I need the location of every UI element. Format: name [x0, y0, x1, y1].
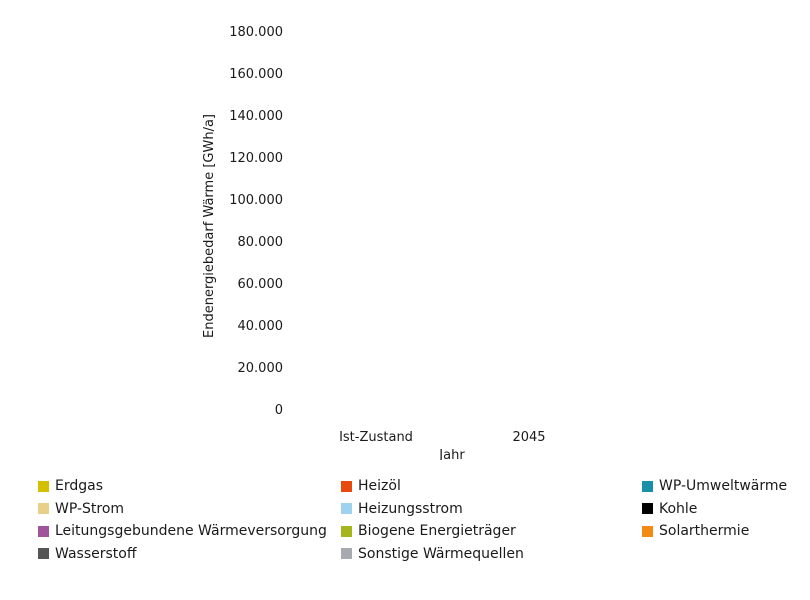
legend-item: Solarthermie [642, 522, 749, 540]
legend-swatch [38, 548, 49, 559]
legend-label: Biogene Energieträger [358, 523, 516, 539]
y-tick-label: 180.000 [229, 25, 283, 40]
legend-label: WP-Umweltwärme [659, 478, 788, 494]
y-tick-label: 120.000 [229, 151, 283, 166]
legend-swatch [38, 480, 49, 492]
x-tick-labels: Ist-Zustand 2045 [339, 430, 545, 445]
legend-item: Heizöl [341, 477, 401, 495]
legend-item: Heizungsstrom [341, 500, 463, 518]
legend-label: Solarthermie [659, 523, 750, 539]
legend-label: Erdgas [55, 478, 104, 494]
legend-label: Wasserstoff [55, 545, 137, 562]
x-tick-label: Ist-Zustand [339, 430, 413, 445]
y-axis-title: Endenergiebedarf Wärme [GWh/a] [202, 114, 217, 338]
y-tick-label: 140.000 [229, 109, 283, 124]
legend-swatch [341, 480, 352, 492]
y-axis-title-group: Endenergiebedarf Wärme [GWh/a] [202, 114, 217, 338]
legend-swatch [38, 525, 49, 537]
legend-item: Sonstige Wärmequellen [341, 545, 524, 563]
legend-item: Wasserstoff [38, 545, 136, 563]
y-tick-label: 20.000 [238, 361, 284, 376]
legend-label: WP-Strom [55, 500, 125, 517]
y-tick-label: 60.000 [238, 277, 284, 292]
legend-swatch [341, 525, 352, 537]
y-tick-label: 100.000 [229, 193, 283, 208]
legend-swatch [642, 525, 653, 537]
legend-swatch [341, 548, 352, 559]
legend-item: Leitungsgebundene Wärmeversorgung [38, 522, 327, 540]
x-tick-label: 2045 [512, 430, 545, 445]
legend-item: WP-Strom [38, 500, 124, 518]
chart: Endenergiebedarf Wärme [GWh/a] 0 20.000 40… [202, 25, 546, 460]
y-tick-label: 0 [275, 403, 283, 418]
legend-item: Biogene Energieträger [341, 522, 516, 540]
x-axis-title: Jahr [438, 448, 465, 460]
legend-item: Erdgas [38, 477, 103, 495]
legend-swatch [642, 503, 653, 514]
legend-label: Sonstige Wärmequellen [358, 545, 524, 562]
legend-item: Kohle [642, 500, 697, 518]
y-tick-label: 80.000 [238, 235, 284, 250]
legend-label: Heizungsstrom [358, 500, 463, 517]
legend-label: Kohle [659, 500, 698, 517]
legend-swatch [642, 480, 653, 492]
legend-label: Heizöl [358, 478, 401, 494]
legend-swatch [341, 503, 352, 514]
legend-item: WP-Umweltwärme [642, 477, 787, 495]
legend-label: Leitungsgebundene Wärmeversorgung [55, 523, 327, 539]
y-tick-label: 160.000 [229, 67, 283, 82]
legend-swatch [38, 503, 49, 514]
y-tick-label: 40.000 [238, 319, 284, 334]
y-tick-labels: 0 20.000 40.000 60.000 80.000 100.000 120.000 1… [229, 25, 283, 418]
